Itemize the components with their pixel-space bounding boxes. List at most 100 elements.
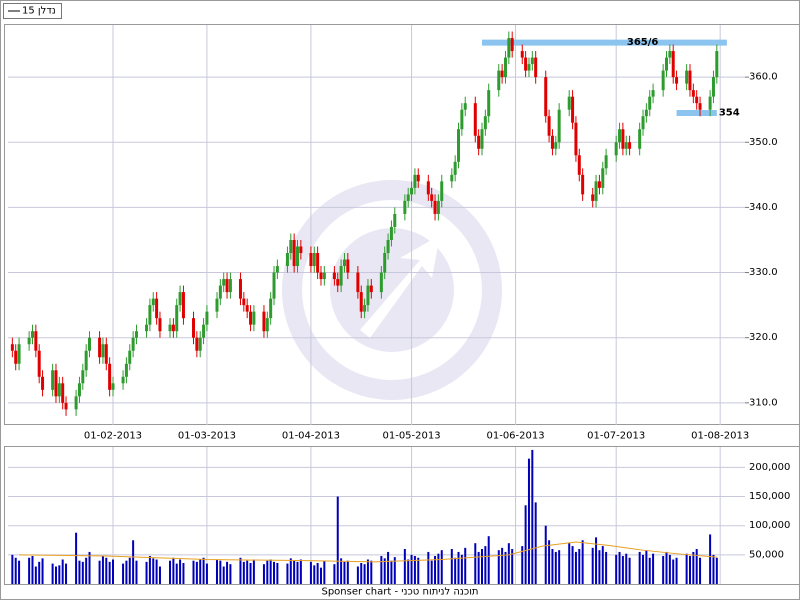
volume-bar — [380, 556, 383, 584]
candle-body — [181, 292, 185, 319]
candle-body — [245, 305, 249, 312]
candle-body — [661, 70, 665, 91]
volume-bar — [289, 558, 292, 584]
candle-body — [356, 272, 360, 293]
candle-body — [81, 370, 85, 384]
volume-bar — [132, 540, 135, 584]
volume-bar — [75, 532, 78, 584]
candle-body — [581, 174, 585, 195]
volume-bar — [65, 563, 68, 584]
volume-bar — [299, 559, 302, 584]
candle-body — [339, 266, 343, 286]
volume-bar — [417, 557, 420, 584]
candle-body — [597, 181, 601, 188]
volume-bar — [527, 458, 530, 584]
candle-body — [389, 226, 393, 240]
volume-bar — [105, 557, 108, 584]
volume-bar — [333, 564, 336, 584]
volume-bar — [413, 556, 416, 584]
candle-body — [480, 129, 484, 149]
candle-body — [41, 376, 45, 390]
volume-bar — [457, 551, 460, 584]
candle-body — [269, 298, 273, 319]
volume-bar — [239, 557, 242, 584]
volume-bar — [54, 566, 57, 584]
volume-bar — [215, 559, 218, 584]
volume-bar — [645, 550, 648, 584]
volume-bar — [356, 566, 359, 584]
volume-bar — [108, 561, 111, 584]
volume-bar — [122, 563, 125, 584]
volume-bar — [158, 566, 161, 584]
candle-body — [503, 57, 507, 78]
x-tick-label: 01-08-2013 — [691, 431, 749, 442]
volume-bar — [128, 557, 131, 584]
volume-bar — [296, 561, 299, 584]
candle-body — [359, 292, 363, 312]
volume-bar — [323, 560, 326, 584]
candle-body — [336, 279, 340, 286]
candle-body — [222, 279, 226, 286]
candle-body — [363, 305, 367, 312]
candle-body — [54, 370, 58, 397]
candle-body — [453, 161, 457, 175]
candle-body — [128, 350, 132, 364]
volume-bar — [249, 563, 252, 584]
volume-bar — [595, 537, 598, 584]
volume-average — [19, 541, 717, 563]
candle-body — [30, 331, 34, 338]
volume-bar — [31, 556, 34, 584]
volume-bar — [554, 551, 557, 584]
volume-bar — [360, 563, 363, 584]
candle-body — [265, 318, 269, 332]
candle-body — [178, 292, 182, 306]
volume-bar — [638, 551, 641, 584]
volume-bar — [464, 547, 467, 584]
candle-body — [27, 337, 31, 345]
candle-body — [544, 77, 548, 117]
candle-body — [416, 174, 420, 182]
candle-body — [299, 246, 303, 254]
volume-bar — [695, 549, 698, 584]
volume-bar — [410, 554, 413, 584]
candle-body — [366, 285, 370, 306]
candle-body — [393, 213, 397, 227]
volume-bar — [336, 496, 339, 584]
volume-bar — [363, 564, 366, 584]
candle-body — [641, 116, 645, 130]
candle-body — [591, 194, 595, 201]
candle-body — [61, 383, 65, 403]
volume-bar — [38, 561, 41, 584]
volume-bar — [454, 557, 457, 584]
volume-bar — [715, 557, 718, 584]
x-tick-label: 01-04-2013 — [282, 431, 340, 442]
x-tick-label: 01-02-2013 — [84, 431, 142, 442]
candle-body — [379, 272, 383, 293]
candle-body — [577, 155, 581, 175]
candle-body — [487, 90, 491, 117]
volume-bar — [98, 560, 101, 584]
volume-bar — [642, 554, 645, 584]
candle-body — [628, 142, 632, 149]
volume-bar — [672, 559, 675, 584]
volume-bar — [179, 559, 182, 584]
candle-body — [510, 38, 514, 52]
volume-bar — [544, 525, 547, 584]
volume-bar — [135, 560, 138, 584]
volume-bar — [652, 553, 655, 584]
candle-body — [711, 77, 715, 97]
candle-body — [275, 266, 279, 273]
volume-bar — [145, 561, 148, 584]
volume-bar — [316, 563, 319, 584]
annotation-label: 354 — [719, 107, 740, 118]
volume-bar — [581, 540, 584, 584]
candle-body — [695, 96, 699, 104]
volume-bar — [450, 549, 453, 584]
candle-body — [440, 181, 444, 201]
volume-bar — [85, 557, 88, 584]
candle-body — [319, 272, 323, 280]
volume-bar — [286, 563, 289, 584]
candle-body — [550, 135, 554, 149]
volume-bar — [148, 556, 151, 584]
x-tick-label: 01-07-2013 — [587, 431, 645, 442]
